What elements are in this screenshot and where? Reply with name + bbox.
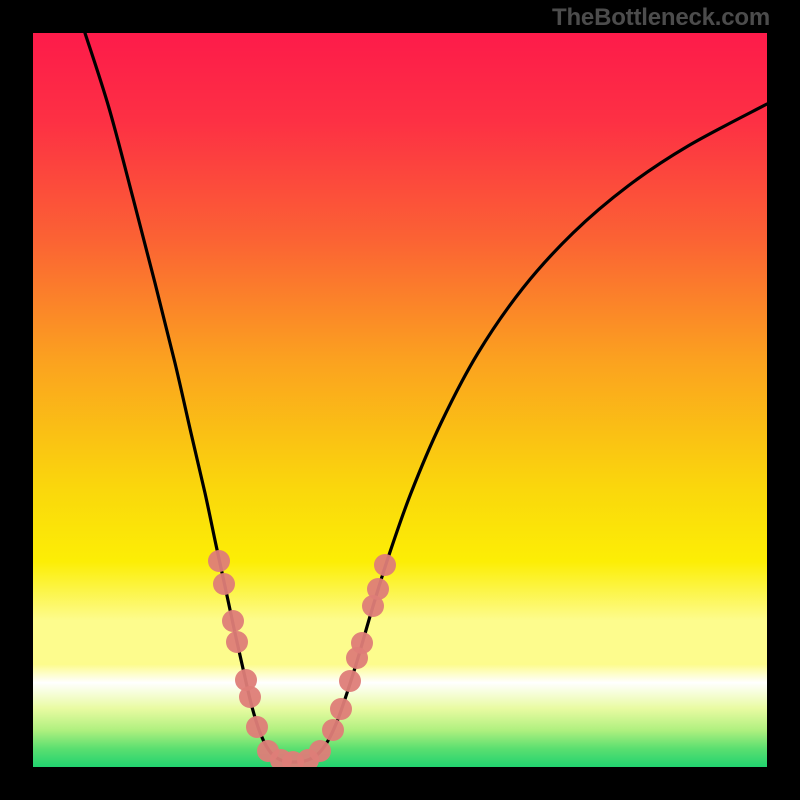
data-marker — [208, 550, 230, 572]
data-marker — [322, 719, 344, 741]
data-marker — [374, 554, 396, 576]
data-marker — [222, 610, 244, 632]
data-marker — [309, 740, 331, 762]
plot-area — [33, 33, 767, 767]
data-marker — [330, 698, 352, 720]
data-marker — [246, 716, 268, 738]
bottleneck-chart — [33, 33, 767, 767]
data-marker — [339, 670, 361, 692]
data-marker — [367, 578, 389, 600]
gradient-background — [33, 33, 767, 767]
data-marker — [226, 631, 248, 653]
chart-frame: TheBottleneck.com — [0, 0, 800, 800]
data-marker — [213, 573, 235, 595]
data-marker — [239, 686, 261, 708]
data-marker — [351, 632, 373, 654]
watermark-label: TheBottleneck.com — [552, 4, 770, 32]
